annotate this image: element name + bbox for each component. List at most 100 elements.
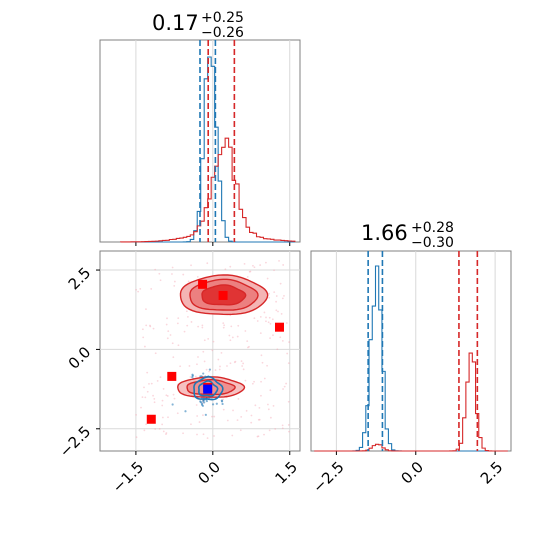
joint-panel-sample-point — [197, 356, 199, 358]
joint-panel-sample-point — [182, 432, 184, 435]
joint-panel-sample-point — [265, 316, 267, 319]
title-param1-lower: −0.26 — [201, 25, 244, 41]
joint-panel-sample-point — [258, 418, 261, 421]
joint-panel-sample-point — [287, 400, 290, 403]
joint-panel-sample-point — [165, 433, 167, 436]
joint-panel-sample-point — [220, 351, 223, 354]
joint-panel-sample-point — [275, 295, 278, 297]
joint-panel-sample-point — [190, 423, 192, 426]
histogram-param2-frame — [310, 250, 512, 452]
joint-panel-sample-point — [161, 404, 164, 407]
joint-panel-sample-point — [229, 339, 232, 342]
joint-panel-blue-marker — [203, 384, 213, 394]
joint-panel-sample-point — [148, 382, 150, 385]
histogram-param2-tick-label: 2.5 — [477, 458, 507, 488]
joint-panel-sample-point — [251, 382, 254, 385]
histogram-param2-panel: −2.5 0.0 2.5 — [309, 250, 512, 496]
title-param2-upper: +0.28 — [411, 220, 454, 236]
joint-panel-sample-point — [232, 409, 234, 412]
joint-panel-red-marker — [274, 322, 284, 332]
joint-panel-sample-point — [150, 288, 153, 290]
joint-panel-sample-point — [248, 345, 250, 348]
joint-panel-sample-point — [171, 266, 174, 269]
joint-panel-sample-point — [158, 272, 161, 275]
joint-panel-sample-point — [231, 434, 234, 437]
joint-panel-sample-point — [141, 396, 144, 398]
joint-panel-sample-point — [144, 396, 147, 399]
joint-panel-sample-point — [287, 424, 290, 426]
joint-panel-sample-point — [165, 432, 168, 434]
joint-panel-blue-sample — [215, 402, 218, 405]
joint-panel-sample-point — [263, 433, 265, 436]
joint-panel-sample-point — [250, 414, 253, 417]
joint-panel-sample-point — [288, 341, 291, 343]
joint-panel-sample-point — [206, 437, 209, 440]
joint-panel-sample-point — [246, 340, 249, 343]
joint-panel-sample-point — [182, 273, 185, 276]
joint-panel-sample-point — [228, 334, 231, 337]
joint-panel-sample-point — [256, 435, 259, 438]
joint-panel-red-marker — [218, 290, 228, 300]
joint-panel-sample-point — [268, 316, 271, 319]
joint-panel-sample-point — [237, 324, 240, 327]
joint-panel-sample-point — [269, 322, 272, 325]
joint-panel-sample-point — [166, 317, 168, 320]
joint-panel-sample-point — [149, 324, 151, 327]
joint-panel-sample-point — [159, 279, 162, 282]
joint-panel-sample-point — [253, 317, 256, 320]
joint-panel-sample-point — [275, 309, 278, 312]
joint-panel-sample-point — [201, 324, 204, 327]
joint-panel-sample-point — [179, 365, 182, 368]
joint-panel-sample-point — [176, 322, 179, 325]
joint-panel-sample-point — [142, 336, 145, 339]
joint-panel-sample-point — [145, 308, 147, 311]
joint-panel-blue-sample — [204, 413, 207, 416]
joint-panel-y-tick-label: 0.0 — [65, 343, 95, 373]
joint-panel-sample-point — [274, 428, 277, 430]
joint-panel-sample-point — [287, 362, 290, 365]
joint-panel-sample-point — [269, 416, 272, 419]
joint-panel-sample-point — [222, 322, 225, 325]
joint-panel-sample-point — [203, 339, 206, 342]
joint-panel-sample-point — [268, 296, 271, 299]
joint-panel-sample-point — [135, 436, 138, 439]
joint-panel-sample-point — [186, 324, 189, 327]
joint-panel-sample-point — [224, 268, 227, 271]
joint-panel-sample-point — [196, 415, 199, 417]
joint-panel-sample-point — [278, 259, 280, 262]
title-param1-upper: +0.25 — [201, 10, 244, 26]
joint-panel-sample-point — [226, 365, 228, 367]
joint-panel-sample-point — [141, 328, 144, 331]
joint-panel-sample-point — [154, 268, 157, 271]
joint-panel-sample-point — [268, 292, 270, 295]
joint-panel-sample-point — [242, 368, 245, 371]
joint-panel-sample-point — [183, 330, 186, 333]
joint-panel-sample-point — [167, 330, 170, 333]
joint-panel-sample-point — [197, 325, 200, 328]
title-param1-value: 0.17 — [152, 11, 199, 35]
histogram-param2-tick-label: 0.0 — [397, 458, 427, 488]
joint-panel-sample-point — [234, 360, 237, 363]
joint-panel-sample-point — [280, 312, 283, 315]
joint-panel-sample-point — [263, 377, 266, 380]
joint-panel-y-tick-label: 2.5 — [65, 264, 95, 294]
joint-panel-sample-point — [195, 404, 198, 406]
joint-panel-sample-point — [263, 311, 266, 314]
joint-panel-sample-point — [201, 326, 204, 329]
joint-panel-sample-point — [285, 382, 288, 385]
joint-panel-sample-point — [171, 273, 173, 275]
joint-panel-sample-point — [172, 393, 175, 396]
joint-panel-sample-point — [265, 320, 267, 323]
joint-panel-sample-point — [277, 310, 279, 313]
joint-panel-sample-point — [248, 270, 251, 273]
joint-panel-sample-point — [154, 428, 157, 430]
joint-panel-sample-point — [202, 433, 205, 436]
joint-panel-sample-point — [253, 380, 255, 383]
joint-panel-sample-point — [259, 332, 262, 335]
joint-panel-sample-point — [177, 317, 180, 320]
joint-panel-sample-point — [285, 322, 288, 324]
joint-panel-sample-point — [135, 288, 138, 291]
joint-panel-sample-point — [275, 300, 277, 303]
joint-panel-sample-point — [273, 269, 275, 272]
joint-panel-blue-sample — [200, 402, 204, 405]
